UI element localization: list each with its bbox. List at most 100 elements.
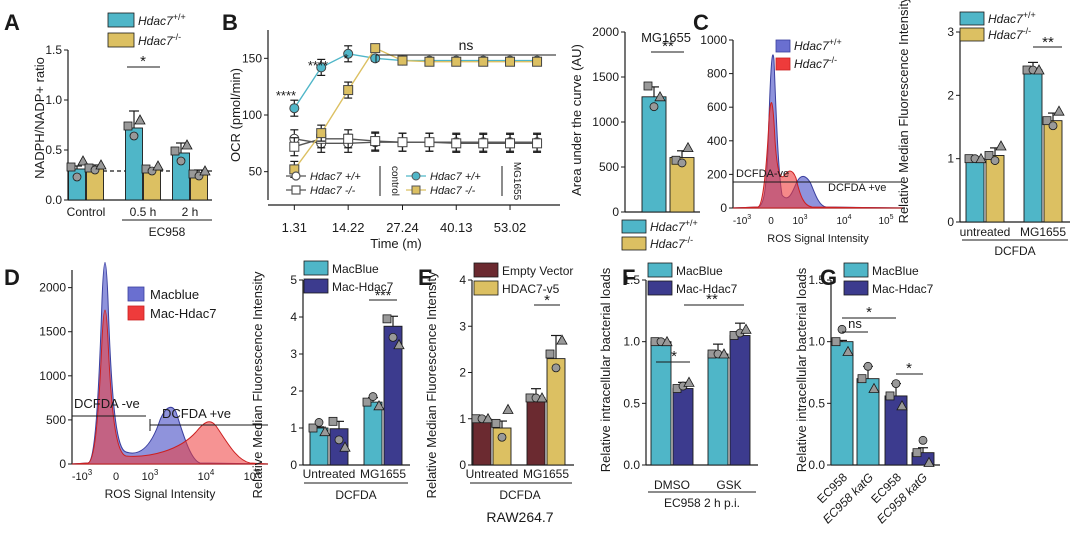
panel-a-y-tick-label: 0.0 — [45, 193, 62, 207]
panel-c-y-tick-label: 400 — [707, 134, 727, 148]
panel-a-sig: * — [140, 53, 146, 70]
panel-d-x-tick-label: 0 — [113, 471, 119, 483]
panel-a-y-tick-label: 0.5 — [45, 143, 62, 157]
panel-e-y-tick-label: 1 — [459, 412, 466, 426]
panel-e-y-tick-label: 2 — [459, 366, 466, 380]
panel-f-legend-macblue: MacBlue — [676, 264, 723, 278]
panel-c-x-tick-label: -103 — [733, 214, 751, 227]
panel-g: Relative intracellular bacterial loads 0… — [794, 262, 940, 526]
panel-d2-macblue-point — [319, 425, 331, 437]
panel-f-y-tick-label: 0.0 — [623, 458, 640, 472]
panel-f-macblue-point — [718, 348, 730, 359]
panel-f-cat-gsk: GSK — [716, 478, 741, 492]
panel-a-cat-0-5h: 0.5 h — [130, 205, 157, 219]
panel-c2-cat-mg: MG1655 — [1020, 225, 1066, 239]
panel-d-y-tick-label: 1500 — [39, 325, 66, 339]
panel-a-ylabel: NADPH/NADP+ ratio — [32, 57, 47, 179]
panel-f-y-tick-label: 0.5 — [623, 396, 640, 410]
panel-a-cat-control: Control — [67, 205, 106, 219]
panel-b: OCR (pmol/min) 50 100 150 1.31 14.22 27.24 40.… — [228, 30, 560, 251]
panel-d-legend-machdac7: Mac-Hdac7 — [150, 306, 216, 321]
panel-g-bar-3-point — [896, 399, 908, 411]
panel-c2-y-tick-label: 3 — [947, 25, 954, 39]
panel-b-point — [343, 133, 354, 144]
panel-c-x-tick-sup: 5 — [890, 214, 894, 221]
panel-a-wt-point — [170, 146, 180, 156]
panel-d2-machdac7-point — [339, 441, 351, 452]
panel-f-legend-machdac7: Mac-Hdac7 — [676, 282, 738, 296]
panel-b-legend-group-mg: MG1655 — [511, 162, 522, 201]
panel-c2-group-label: DCFDA — [994, 244, 1035, 258]
panel-d2-legend-machdac7: Mac-Hdac7 — [332, 280, 394, 294]
panel-f-sig-1: * — [671, 348, 677, 365]
panel-c-x-tick-label: 103 — [792, 214, 807, 227]
panel-b-annot-ns: ns — [459, 37, 474, 53]
panel-b-legend-1: Hdac7 +/+ — [310, 171, 361, 183]
panel-c-legend-ko-swatch — [775, 57, 791, 71]
panel-d2-macblue-bar — [363, 401, 383, 466]
panel-c-x-tick-label: 105 — [878, 214, 893, 227]
panel-b-point — [316, 62, 327, 73]
panel-d-y-tick-label: 1000 — [39, 369, 66, 383]
panel-a-wt-point — [77, 155, 89, 166]
panel-c-legend-wt-swatch — [775, 39, 791, 53]
panel-g-legend-machdac7: Mac-Hdac7 — [872, 282, 934, 296]
panel-d2-macblue-point — [314, 418, 324, 427]
panel-b2-wt-point — [654, 90, 666, 102]
panel-b-point — [451, 56, 462, 67]
panel-a-wt-point — [66, 162, 76, 172]
panel-b-point — [370, 43, 381, 54]
panel-e-y-tick-label: 0 — [459, 458, 466, 472]
panel-b-point — [316, 128, 327, 139]
panel-label-c: C — [693, 10, 709, 35]
panel-e-hdac7v5-point — [497, 432, 507, 442]
panel-b-point — [424, 137, 435, 148]
panel-g-bar-1-point — [831, 337, 841, 347]
panel-e-empty-point — [482, 412, 494, 424]
panel-a-group-label: EC958 — [149, 225, 186, 239]
panel-b-xlabel: Time (m) — [370, 236, 422, 251]
panel-d2-ylabel: Relative Median Fluorescence Intensity — [250, 271, 265, 498]
panel-g-ylabel: Relative intracellular bacterial loads — [794, 267, 809, 472]
panel-g-bar-1-bar — [830, 341, 854, 466]
panel-d-gate-neg: DCFDA -ve — [74, 396, 140, 411]
panel-c2-wt-bar — [1023, 69, 1043, 223]
panel-e-hdac7v5-point — [491, 418, 501, 428]
panel-b2-y-tick-label: 0 — [612, 205, 619, 219]
panel-c2-wt-point — [1033, 64, 1045, 75]
panel-e-legend-hdac7: HDAC7-v5 — [502, 282, 560, 296]
panel-c-x-tick-label: 104 — [836, 214, 851, 227]
panel-b2-y-tick-label: 500 — [599, 160, 619, 174]
panel-c2-y-tick-label: 2 — [947, 88, 954, 102]
panel-c2-y-tick-label: 1 — [947, 152, 954, 166]
panel-b-x-tick-label: 53.02 — [494, 220, 527, 235]
panel-e-y-tick-label: 4 — [459, 273, 466, 287]
panel-a-legend-wt: Hdac7+/+ — [138, 12, 186, 28]
panel-f-group-label: EC958 2 h p.i. — [664, 496, 740, 510]
panel-c-legend-wt: Hdac7+/+ — [794, 37, 842, 53]
panel-label-e: E — [418, 265, 433, 290]
panel-d-x-tick-sup: 3 — [88, 468, 93, 477]
panel-g-bar-4-point — [918, 435, 928, 445]
panel-d-x-tick-label: 103 — [142, 468, 159, 483]
panel-b2-legend-ko: Hdac7-/- — [650, 235, 693, 251]
panel-a-legend-wt-swatch — [107, 12, 135, 28]
panel-label-b: B — [222, 10, 238, 35]
panel-e-empty-bar — [526, 397, 546, 466]
panel-e-legend-hdac7-swatch — [473, 280, 499, 296]
panel-d2-y-tick-label: 1 — [290, 421, 297, 435]
panel-d2-macblue-point — [362, 397, 372, 407]
panel-c2-legend-ko: Hdac7-/- — [988, 26, 1031, 42]
panel-b2-legend-wt-swatch — [621, 219, 647, 234]
panel-label-f: F — [622, 265, 635, 290]
panel-f-legend-macblue-swatch — [647, 262, 673, 278]
panel-c2-wt-point — [975, 152, 987, 164]
panel-c-y-tick-label: 800 — [707, 67, 727, 81]
panel-a-wt-point — [123, 121, 133, 131]
panel-c2-ko-point — [1048, 121, 1058, 131]
panel-c2-wt-bar — [965, 158, 985, 223]
panel-b-annot-1: **** — [276, 88, 296, 103]
panel-g-legend-macblue-swatch — [843, 262, 869, 278]
panel-c-x-tick-sup: 4 — [848, 214, 852, 221]
